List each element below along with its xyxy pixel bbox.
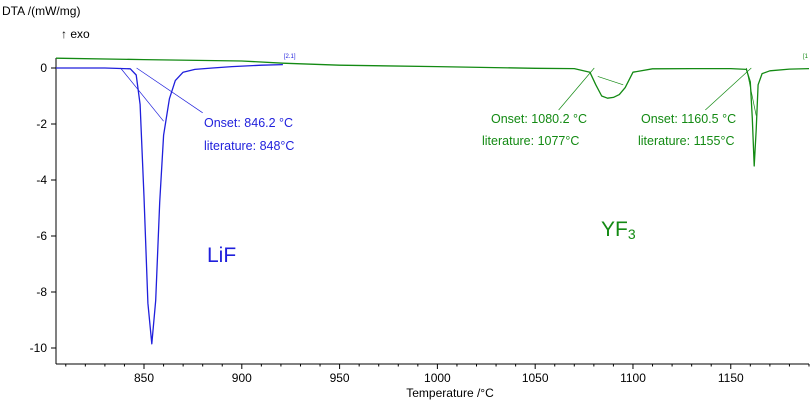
exo-direction-label: ↑ exo: [61, 27, 90, 41]
series-group: [55, 57, 810, 345]
x-tick-label: 1100: [620, 371, 646, 385]
onset-label-lif: Onset: 846.2 °C: [204, 116, 294, 130]
lif-onset-leader: [136, 67, 203, 114]
x-tick-label: 1050: [522, 371, 549, 385]
x-tick-label: 850: [134, 371, 154, 385]
compound-label-yf3: YF3: [601, 218, 636, 242]
y-tick-label: -10: [30, 341, 48, 355]
y-ticks: 0 -2 -4 -6 -8 -10: [30, 61, 56, 355]
y-tick-label: -4: [36, 173, 47, 187]
segment-markers: [2.1] [1: [284, 54, 809, 60]
yf3-tangent-line-1: [597, 76, 624, 86]
lif-dta-curve: [56, 63, 283, 345]
yf3-dta-curve: [55, 57, 810, 167]
literature-label-yf3-2: literature: 1155°C: [638, 134, 735, 148]
y-tick-label: -8: [36, 285, 47, 299]
x-tick-label: 950: [330, 371, 350, 385]
compound-label-lif: LiF: [207, 244, 237, 267]
segment-marker: [2.1]: [284, 54, 296, 60]
onset-label-yf3-1: Onset: 1080.2 °C: [491, 112, 588, 126]
yf3-onset-leader-2: [705, 67, 752, 111]
x-axis-title: Temperature /°C: [406, 386, 494, 400]
onset-label-yf3-2: Onset: 1160.5 °C: [641, 112, 737, 126]
yf3-base: YF: [601, 218, 628, 241]
y-tick-label: -6: [36, 229, 47, 243]
literature-label-lif: literature: 848°C: [204, 139, 295, 153]
y-tick-label: -2: [36, 117, 47, 131]
axes-group: [55, 58, 809, 365]
literature-label-yf3-1: literature: 1077°C: [482, 134, 580, 148]
yf3-subscript: 3: [627, 226, 636, 242]
y-tick-label: 0: [40, 61, 47, 75]
y-axis-title: DTA /(mW/mg): [2, 4, 81, 18]
x-tick-label: 1150: [718, 371, 744, 385]
segment-marker: [1: [803, 54, 809, 60]
x-tick-label: 1000: [424, 371, 451, 385]
x-tick-label: 900: [232, 371, 252, 385]
yf3-onset-leader-1: [558, 67, 595, 111]
lif-tangent-line: [120, 67, 164, 122]
x-ticks: 850 900 950 1000 1050 1100 1150: [65, 364, 810, 385]
